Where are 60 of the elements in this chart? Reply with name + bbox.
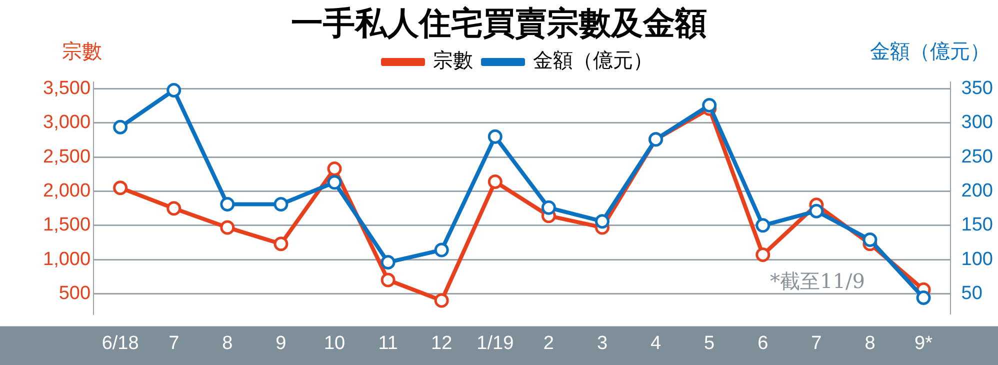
point	[166, 82, 182, 98]
point	[862, 232, 878, 248]
y2-tick-label: 250	[961, 146, 993, 168]
y-tick-label: 500	[58, 282, 91, 304]
x-tick-label: 10	[324, 332, 346, 354]
point	[594, 214, 610, 229]
point	[488, 129, 502, 144]
point	[380, 272, 396, 288]
annotation: *截至11/9	[770, 268, 865, 295]
point	[113, 180, 128, 196]
point	[541, 200, 556, 215]
point	[113, 120, 128, 134]
point	[166, 201, 182, 216]
point	[220, 196, 235, 212]
point	[809, 204, 824, 218]
point	[756, 218, 770, 233]
point	[488, 174, 502, 189]
x-tick-label: 2	[543, 332, 554, 354]
y-tick-label: 2,500	[43, 146, 91, 168]
x-tick-label: 7	[811, 332, 822, 354]
y-tick-label: 3,000	[43, 112, 91, 134]
point	[380, 255, 396, 270]
x-tick-label: 4	[650, 332, 662, 354]
y-tick-label: 2,000	[43, 180, 91, 202]
point	[756, 248, 770, 262]
x-tick-label: 3	[596, 332, 608, 354]
point	[702, 98, 717, 112]
y2-tick-label: 50	[961, 282, 982, 304]
x-tick-label: 11	[378, 332, 398, 354]
point	[327, 161, 342, 176]
x-tick-label: 9*	[914, 332, 934, 354]
point	[274, 196, 288, 212]
y-tick-label: 1,000	[43, 248, 91, 270]
x-tick-label: 1/19	[476, 332, 514, 354]
y2-tick-label: 300	[961, 112, 993, 134]
y2-tick-label: 200	[961, 180, 993, 202]
x-tick-label: 7	[168, 332, 180, 354]
y-tick-label: 3,500	[43, 78, 91, 100]
point	[434, 242, 449, 258]
x-tick-label: 12	[431, 332, 452, 354]
x-tick-label: 5	[704, 332, 715, 354]
x-tick-label: 9	[276, 332, 286, 354]
point	[327, 175, 342, 190]
point	[434, 293, 449, 308]
y-tick-label: 1,500	[43, 214, 91, 236]
x-tick-label: 6	[758, 332, 768, 354]
point	[220, 220, 235, 235]
chart-title: 一手私人住宅買賣宗數及金額	[291, 4, 707, 42]
y2-axis-title: 金額（億元）	[870, 38, 990, 65]
x-tick-label: 6/18	[102, 332, 139, 354]
point	[916, 290, 931, 306]
y-axis-title: 宗數	[62, 38, 102, 65]
legend-label: 金額（億元）	[533, 48, 653, 72]
y2-tick-label: 350	[961, 78, 993, 100]
y2-tick-label: 100	[961, 248, 993, 270]
point	[274, 236, 288, 252]
y2-tick-label: 150	[961, 214, 993, 236]
x-tick-label: 8	[222, 332, 233, 354]
x-tick-label: 8	[864, 332, 876, 354]
legend-label: 宗數	[433, 48, 473, 72]
